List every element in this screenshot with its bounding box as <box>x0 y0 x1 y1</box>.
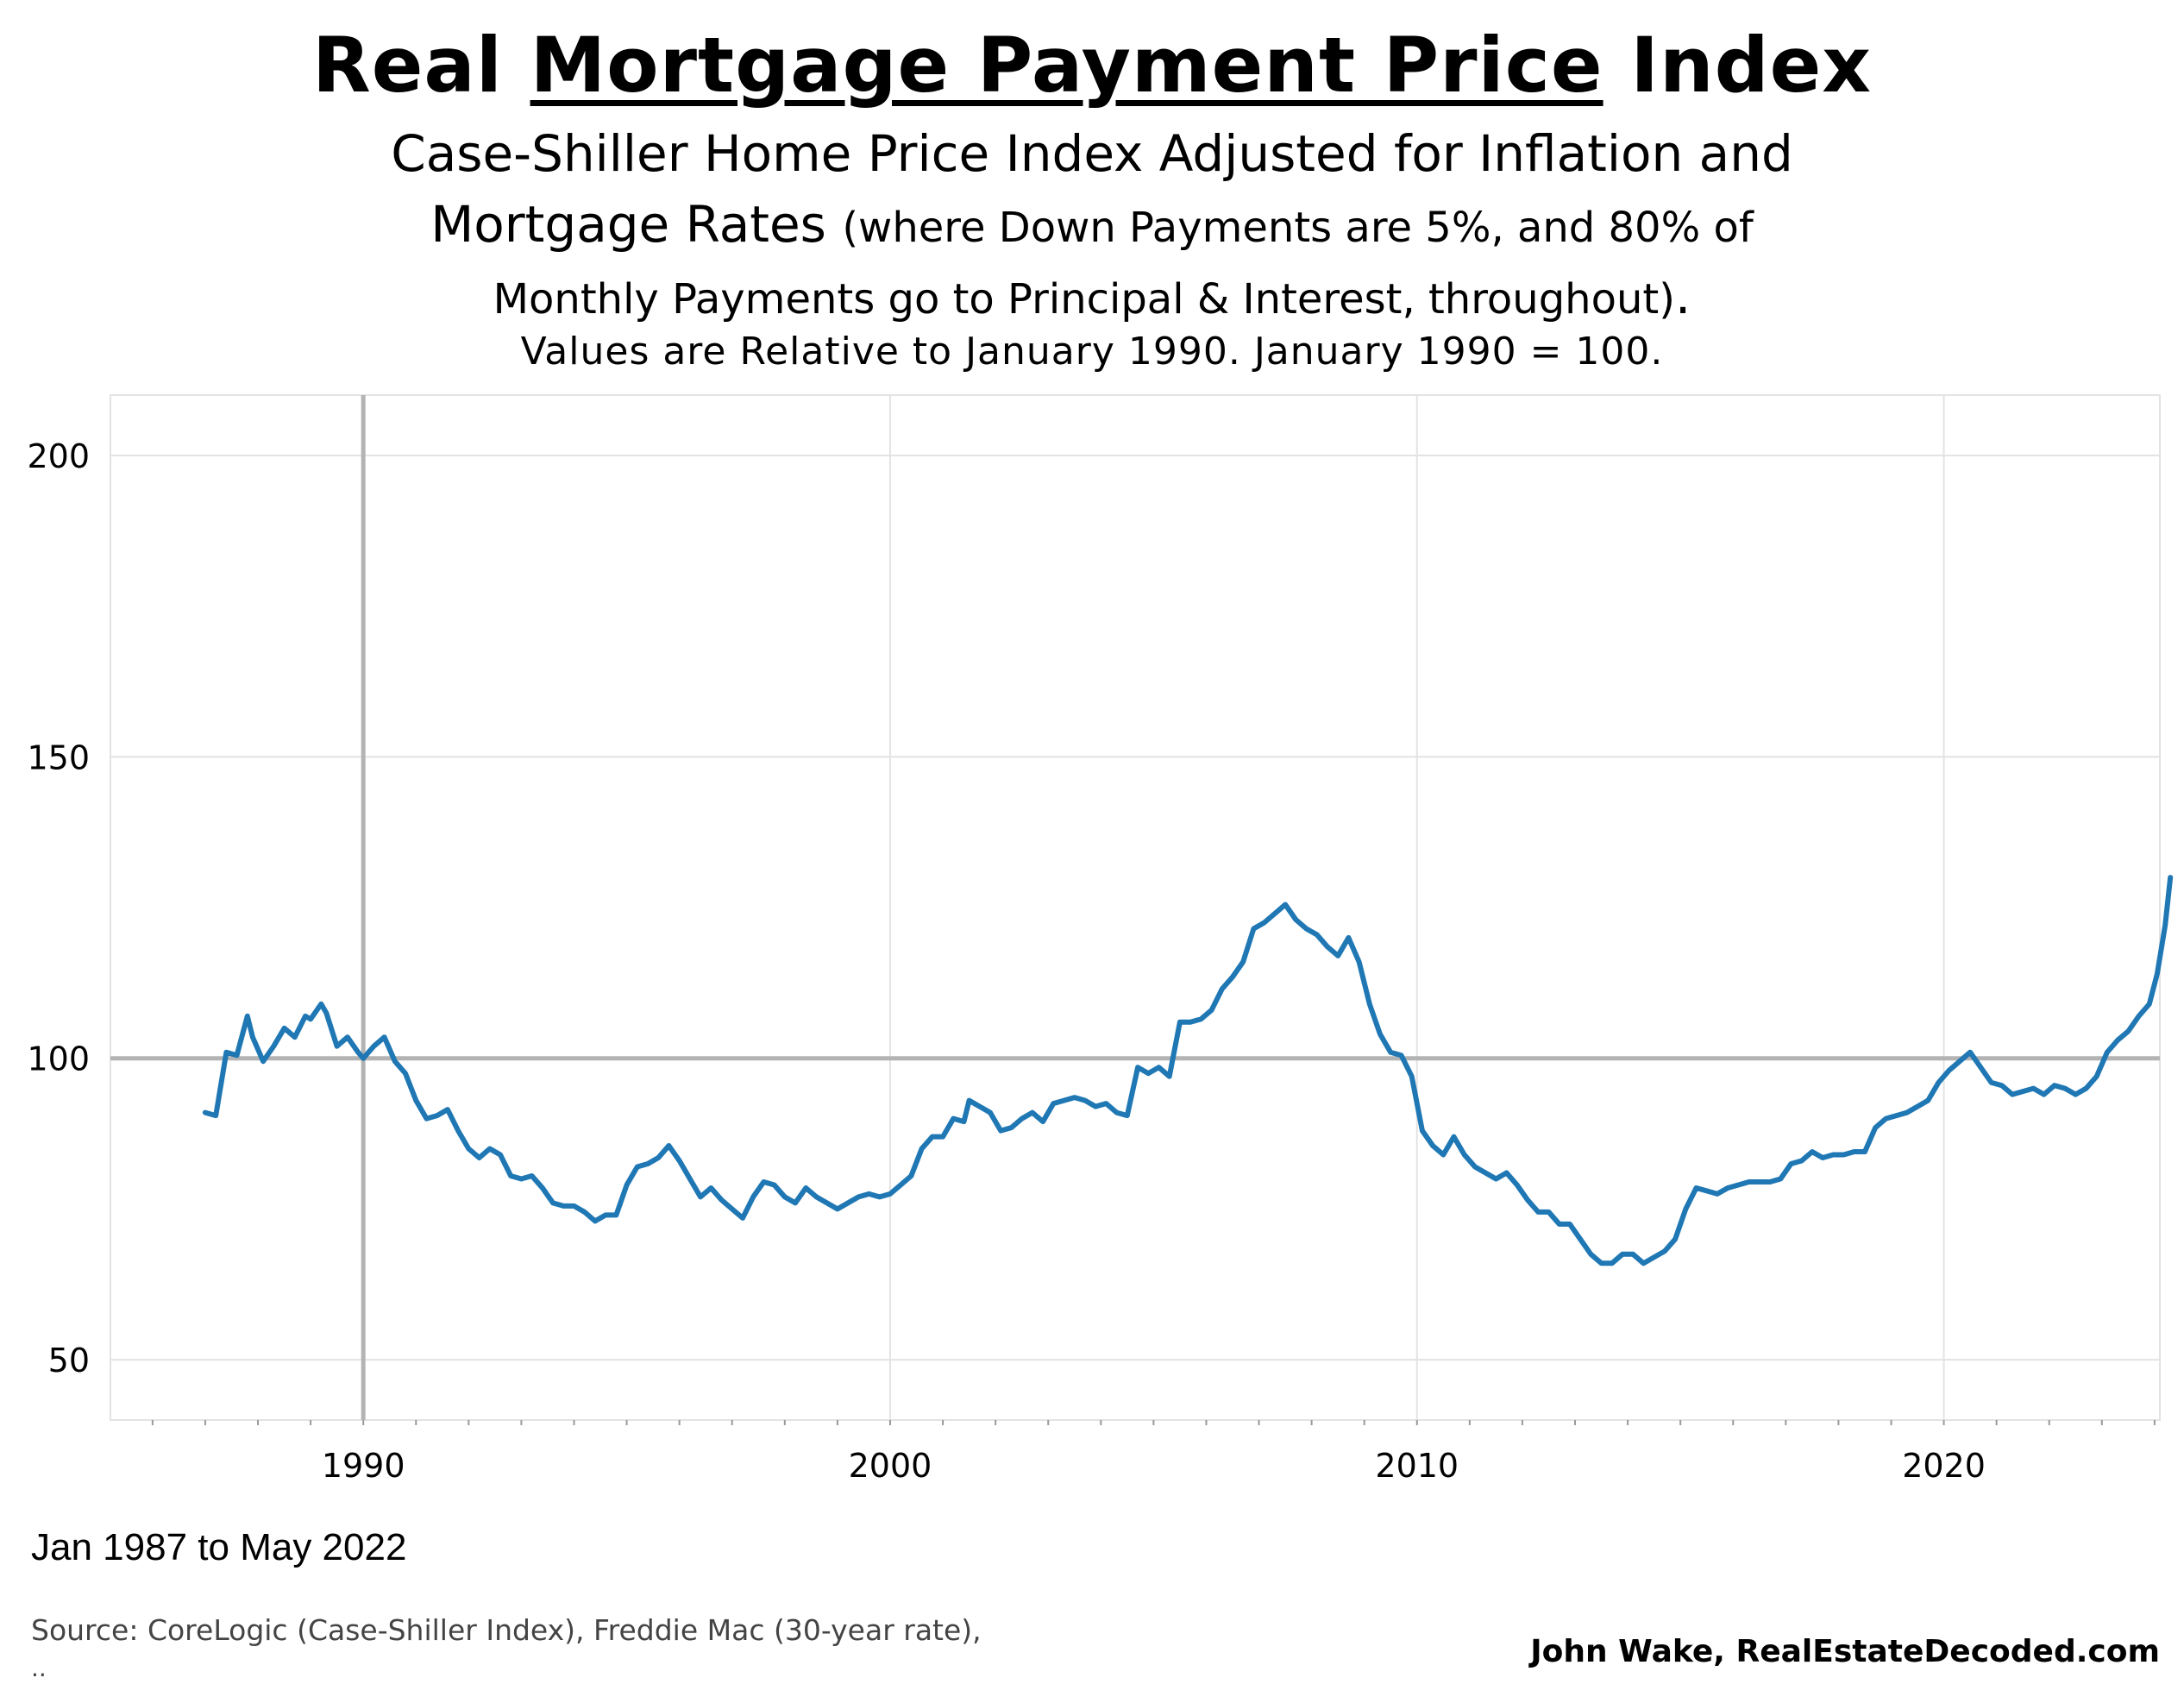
end-value-label: 130 <box>2182 859 2184 895</box>
y-tick-label: 200 <box>27 437 90 475</box>
title-part-1: Real <box>311 21 530 110</box>
x-tick-label: 1990 <box>322 1447 405 1485</box>
subtitle-line-3: Monthly Payments go to Principal & Inter… <box>0 266 2184 330</box>
x-tick-label: 2020 <box>1902 1447 1986 1485</box>
title-underlined: Mortgage Payment Price <box>530 21 1603 110</box>
y-tick-label: 150 <box>27 738 90 776</box>
subtitle-line-2-small: (where Down Payments are 5%, and 80% of <box>842 204 1754 252</box>
x-tick-label: 2010 <box>1375 1447 1459 1485</box>
y-tick-label: 50 <box>48 1342 90 1379</box>
subtitle-line-3-text: Monthly Payments go to Principal & Inter… <box>493 275 1675 324</box>
series-line <box>202 875 2174 1266</box>
chart-title: Real Mortgage Payment Price Index <box>0 19 2184 112</box>
subtitle-line-3-end: . <box>1674 267 1691 325</box>
date-range-label: Jan 1987 to May 2022 <box>31 1526 407 1568</box>
y-tick-label: 100 <box>27 1040 90 1078</box>
subtitle-line-1: Case-Shiller Home Price Index Adjusted f… <box>391 124 1793 183</box>
subtitle-line-2: Mortgage Rates (where Down Payments are … <box>0 192 2184 261</box>
source-note: Source: CoreLogic (Case-Shiller Index), … <box>31 1613 982 1647</box>
x-tick-label: 2000 <box>849 1447 932 1485</box>
author-credit: John Wake, RealEstateDecoded.com <box>1530 1634 2160 1669</box>
title-part-2: Index <box>1603 21 1873 110</box>
plot-frame <box>110 394 2161 1421</box>
subtitle-line-2-large: Mortgage Rates <box>430 195 843 254</box>
source-note-continued: .. <box>31 1654 47 1682</box>
subtitle-note: Values are Relative to January 1990. Jan… <box>520 330 1664 374</box>
